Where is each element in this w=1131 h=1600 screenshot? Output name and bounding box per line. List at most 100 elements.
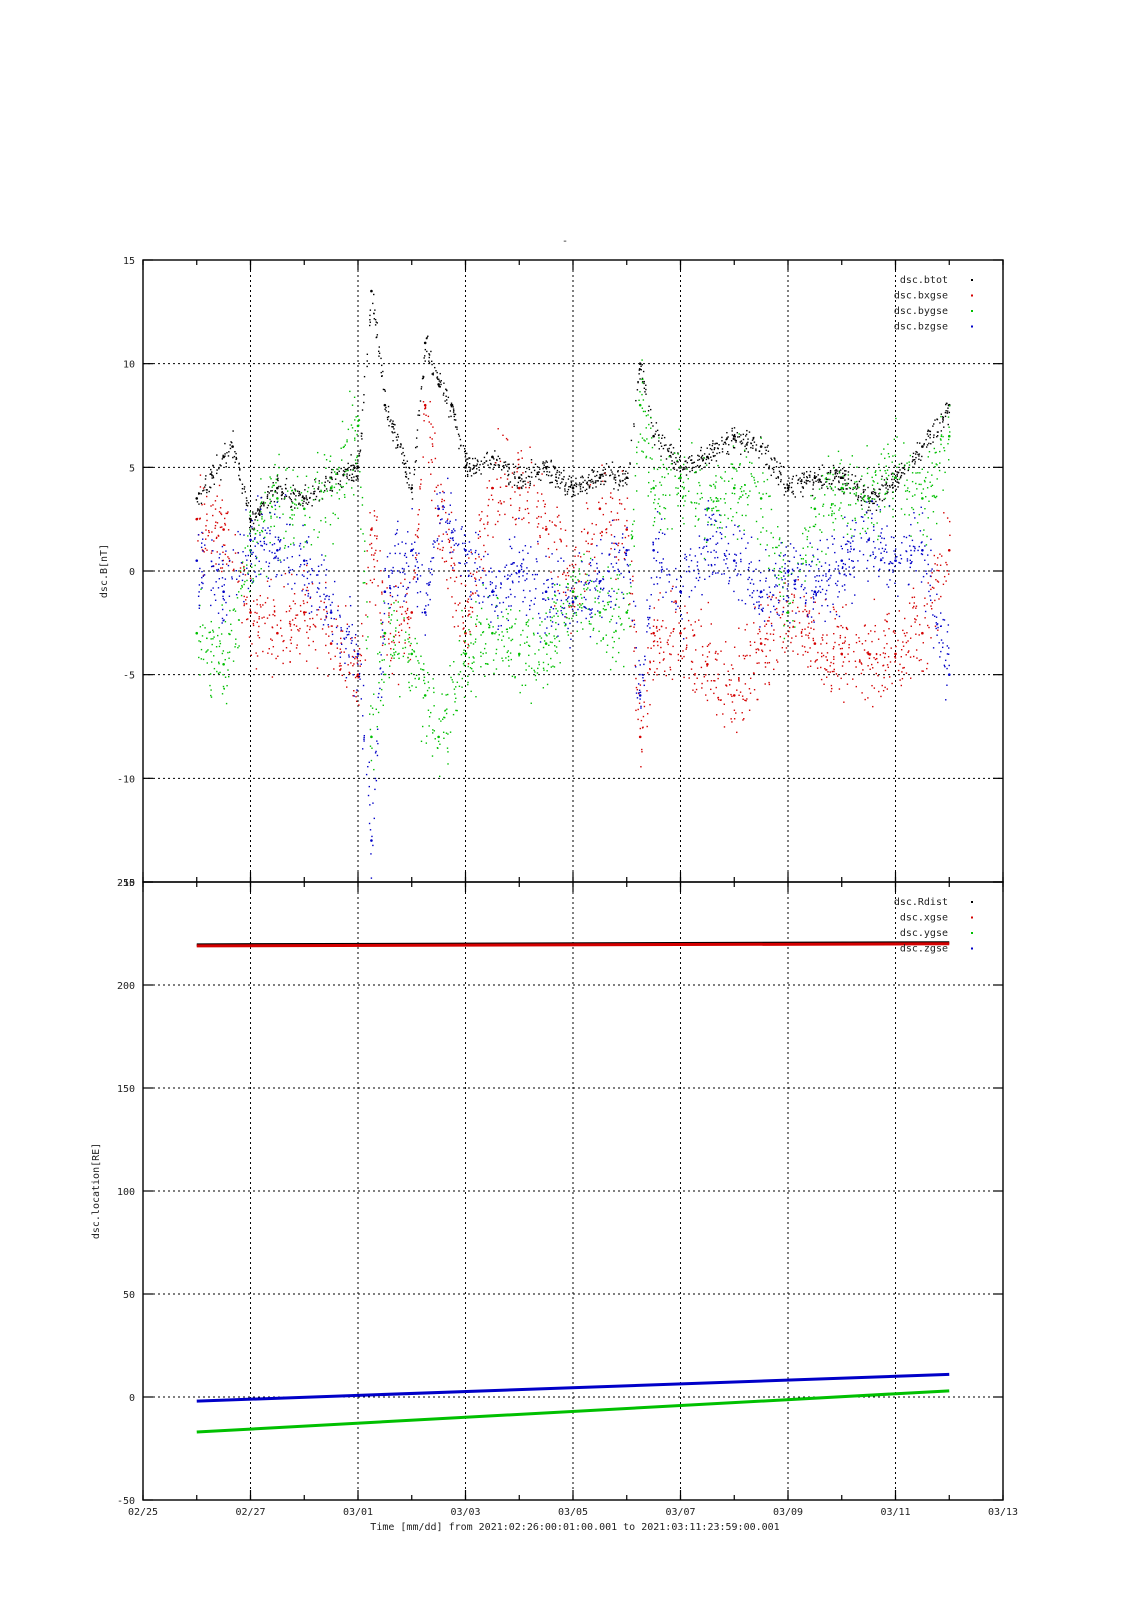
data-point: [357, 424, 360, 427]
data-point: [364, 582, 366, 584]
data-point: [374, 318, 377, 321]
data-point: [520, 634, 522, 636]
data-point: [542, 461, 544, 463]
data-point: [710, 518, 712, 520]
data-point: [738, 678, 740, 681]
data-point: [834, 473, 836, 475]
data-point: [471, 468, 474, 470]
data-point: [228, 595, 231, 597]
data-point: [633, 626, 635, 628]
data-point: [234, 552, 237, 554]
data-point: [832, 503, 834, 505]
data-point: [355, 691, 358, 694]
data-point: [542, 646, 545, 649]
data-point: [753, 672, 755, 675]
data-point: [358, 453, 360, 455]
data-point: [321, 497, 323, 500]
data-point: [225, 601, 227, 604]
data-point: [375, 519, 378, 521]
data-point: [641, 751, 643, 753]
data-point: [527, 619, 530, 621]
data-point: [491, 455, 494, 458]
data-point: [651, 458, 653, 460]
data-point: [912, 655, 915, 658]
data-point: [600, 640, 602, 642]
data-point: [261, 516, 263, 518]
data-point: [895, 488, 897, 491]
data-point: [546, 670, 548, 672]
data-point: [793, 594, 795, 596]
data-point: [714, 658, 717, 660]
data-point: [517, 569, 521, 573]
data-point: [415, 437, 418, 439]
data-point: [239, 479, 241, 481]
data-point: [630, 560, 633, 562]
data-point: [833, 477, 836, 480]
data-point: [383, 631, 387, 635]
data-point: [269, 541, 271, 544]
data-point: [812, 619, 815, 622]
data-point: [274, 508, 277, 511]
data-point: [525, 621, 528, 624]
data-point: [271, 490, 273, 492]
data-point: [827, 473, 829, 475]
data-point: [903, 535, 905, 538]
data-point: [807, 666, 809, 668]
data-point: [605, 608, 607, 611]
data-point: [454, 564, 456, 566]
data-point: [826, 659, 829, 662]
data-point: [739, 496, 741, 498]
data-point: [598, 602, 600, 604]
data-point: [249, 514, 251, 517]
data-point: [822, 654, 825, 657]
data-point: [201, 503, 203, 506]
data-point: [825, 656, 827, 658]
data-point: [605, 528, 607, 531]
data-point: [815, 476, 818, 478]
data-point: [646, 438, 648, 440]
data-point: [644, 679, 646, 682]
data-point: [891, 475, 894, 478]
data-point: [241, 561, 244, 563]
data-point: [368, 761, 370, 763]
data-point: [829, 577, 831, 579]
data-point: [211, 477, 213, 479]
data-point: [492, 498, 494, 501]
data-point: [566, 493, 569, 495]
data-point: [843, 491, 845, 493]
data-point: [679, 470, 681, 473]
data-point: [369, 324, 371, 327]
data-point: [683, 676, 685, 679]
data-point: [450, 564, 452, 567]
data-point: [750, 446, 752, 449]
data-point: [392, 635, 395, 638]
data-point: [932, 647, 935, 649]
data-point: [818, 478, 820, 480]
data-point: [206, 549, 208, 551]
data-point: [707, 524, 709, 526]
data-point: [291, 619, 294, 621]
data-point: [408, 626, 411, 629]
data-point: [514, 465, 517, 468]
data-point: [631, 537, 634, 539]
data-point: [393, 652, 395, 654]
data-point: [714, 454, 716, 457]
data-point: [665, 591, 667, 594]
data-point: [270, 638, 272, 640]
data-point: [442, 546, 444, 549]
data-point: [502, 615, 504, 618]
data-point: [487, 663, 489, 665]
data-point: [347, 462, 349, 465]
data-point: [605, 634, 607, 636]
data-point: [789, 602, 792, 604]
data-point: [572, 603, 574, 605]
data-point: [373, 578, 375, 581]
data-point: [762, 516, 764, 518]
data-point: [469, 572, 472, 575]
data-point: [416, 535, 419, 537]
data-point: [842, 661, 845, 663]
data-point: [841, 490, 843, 493]
data-point: [672, 630, 674, 633]
data-point: [886, 642, 888, 645]
data-point: [369, 601, 371, 603]
